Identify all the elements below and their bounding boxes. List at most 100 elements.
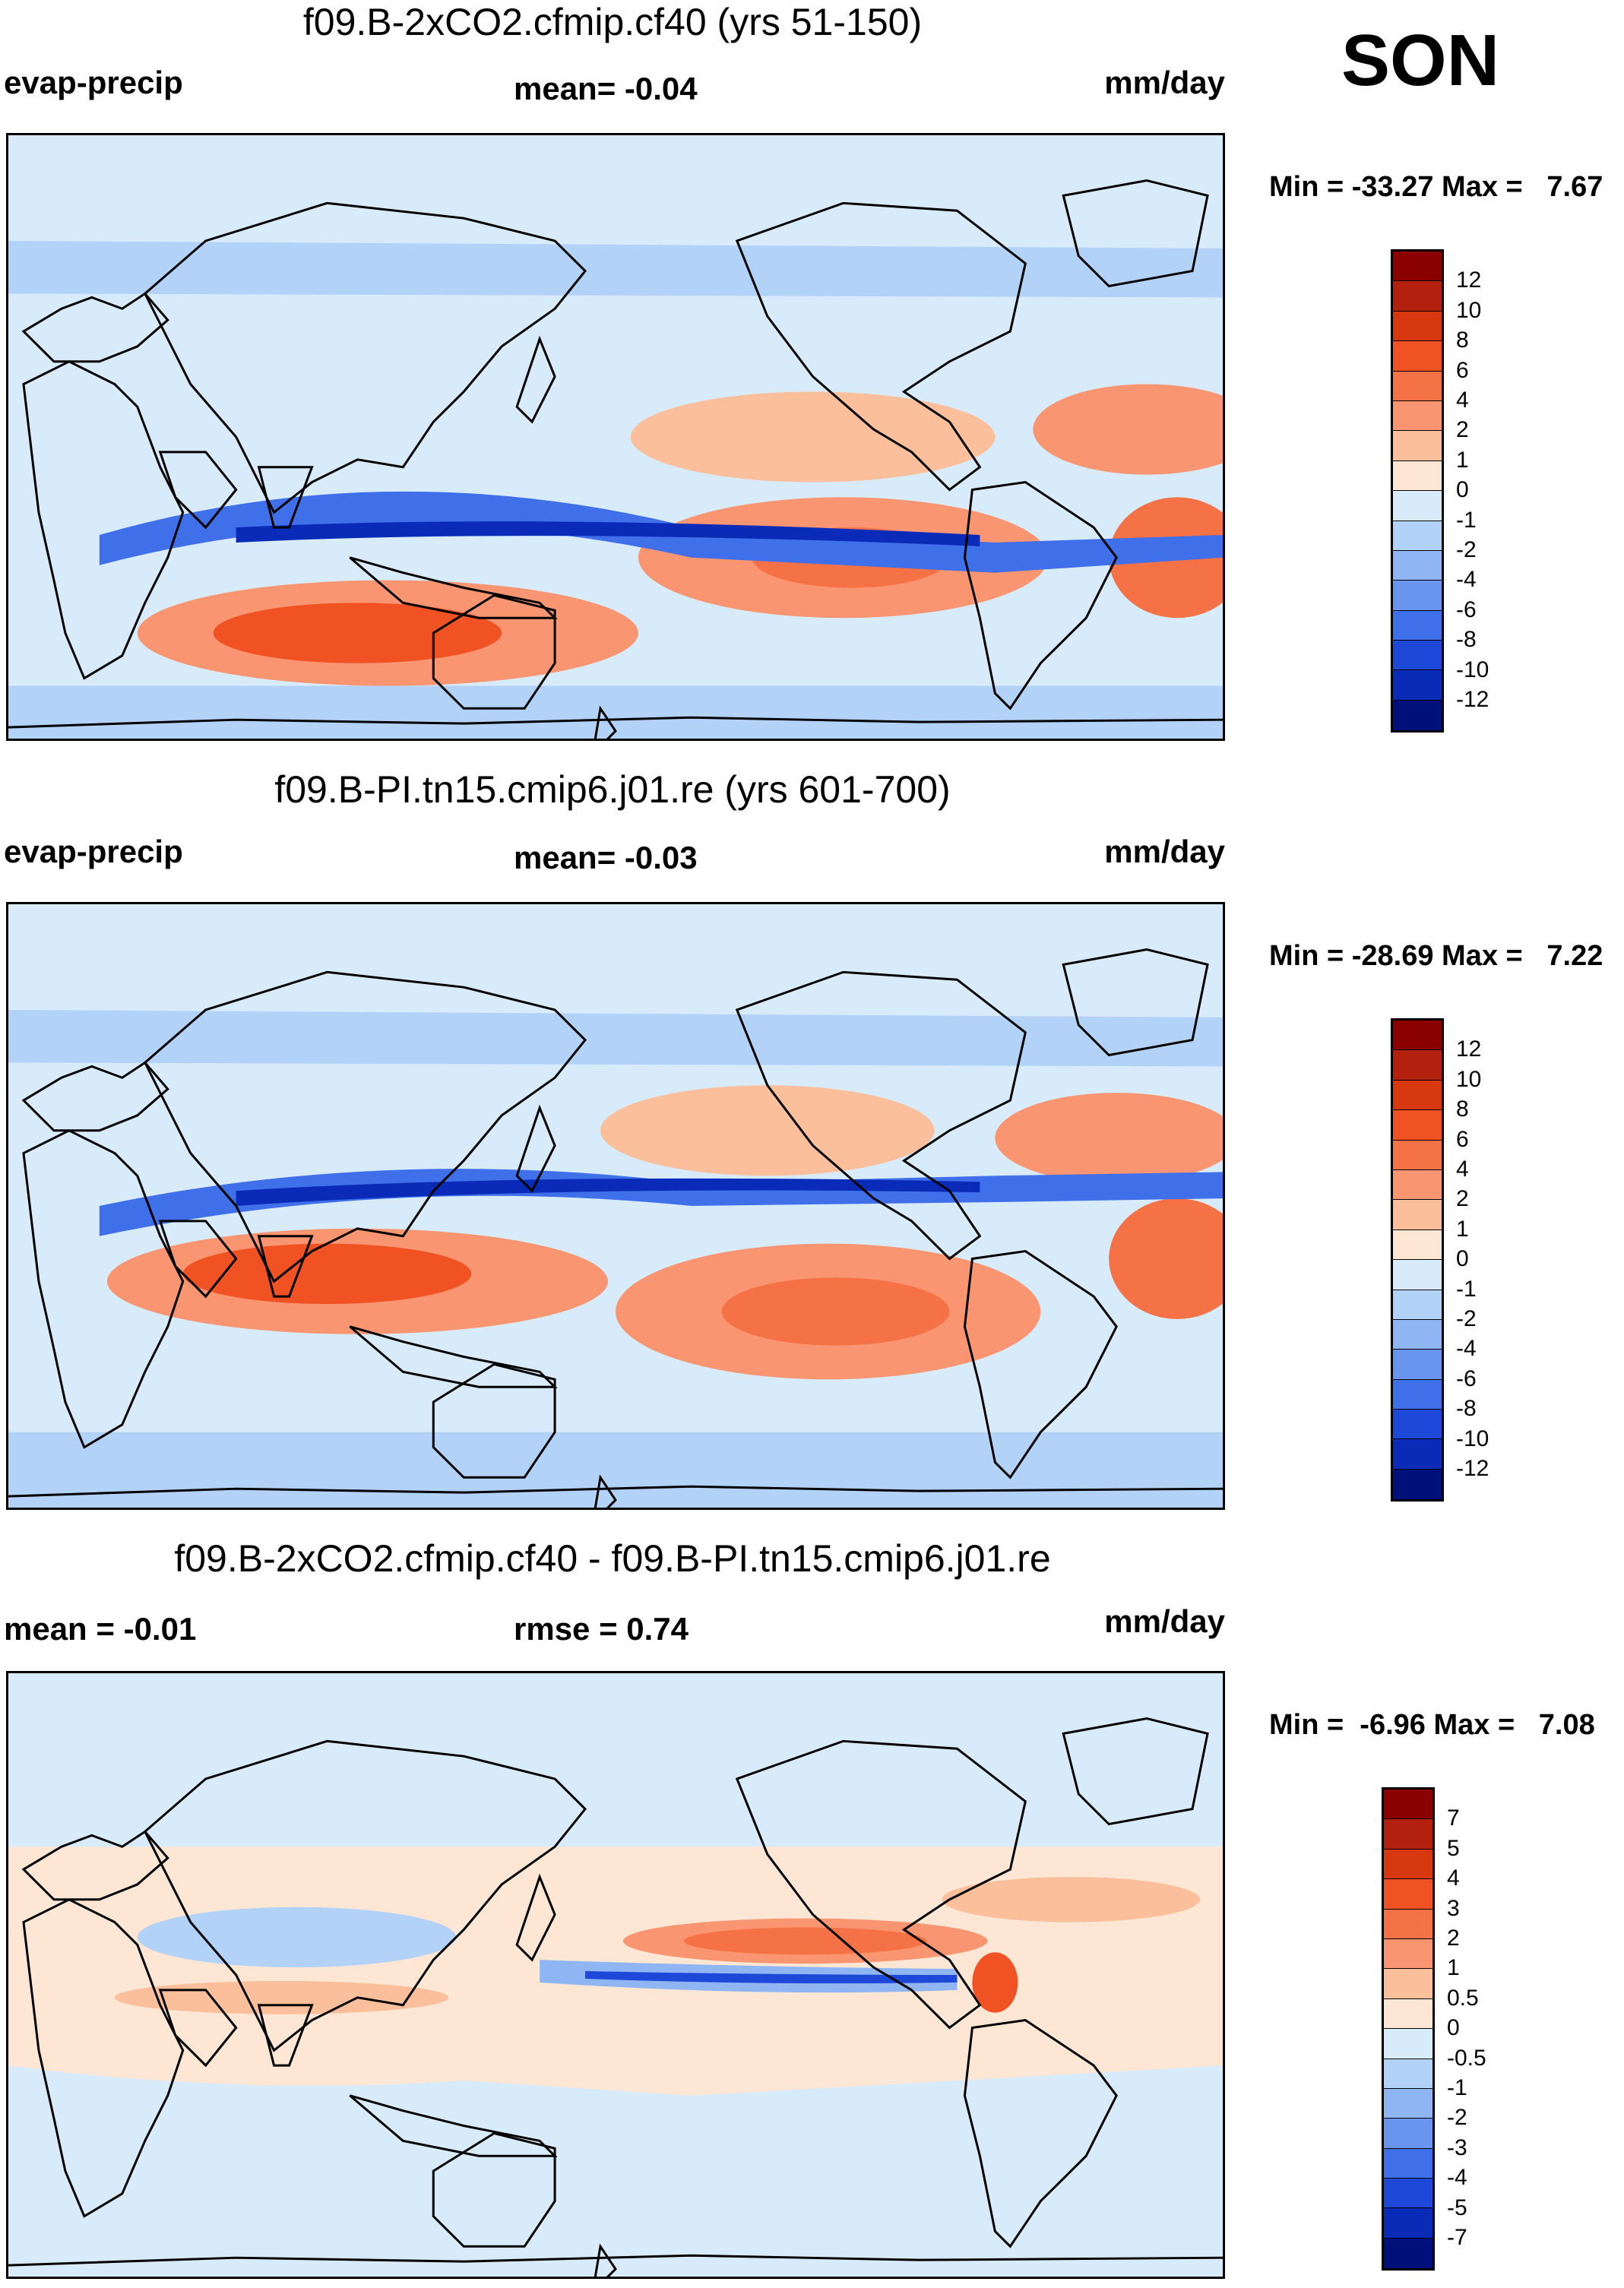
panel3-colorbar — [1382, 1787, 1435, 2271]
colorbar-tick-label: -6 — [1456, 597, 1477, 622]
panel1-min-max: Min = -33.27 Max = 7.67 — [1269, 171, 1603, 203]
colorbar-tick-label: 2 — [1456, 1186, 1469, 1212]
colorbar-swatch — [1384, 1998, 1432, 2030]
colorbar-swatch — [1393, 252, 1442, 282]
colorbar-tick-label: -12 — [1456, 687, 1489, 712]
colorbar-tick-label: 5 — [1447, 1835, 1460, 1861]
colorbar-tick-label: -2 — [1447, 2105, 1467, 2131]
panel2-mean-label: mean= -0.03 — [514, 840, 698, 875]
colorbar-swatch — [1393, 521, 1442, 551]
colorbar-tick-label: 10 — [1456, 1066, 1482, 1092]
panel2-colorbar — [1391, 1018, 1444, 1502]
colorbar-tick-label: 1 — [1456, 1216, 1469, 1242]
colorbar-swatch — [1393, 1379, 1442, 1410]
colorbar-swatch — [1393, 1140, 1442, 1170]
colorbar-swatch — [1393, 1410, 1442, 1440]
panel2-map — [6, 902, 1225, 1510]
colorbar-swatch — [1393, 371, 1442, 401]
colorbar-swatch — [1393, 1260, 1442, 1290]
panel1-map — [6, 133, 1225, 741]
colorbar-tick-label: 4 — [1456, 1157, 1469, 1182]
colorbar-tick-label: 12 — [1456, 267, 1482, 293]
panel2-variable-label: evap-precip — [4, 834, 183, 869]
colorbar-swatch — [1393, 341, 1442, 372]
panel3-units-label: mm/day — [1104, 1603, 1225, 1639]
colorbar-tick-label: 6 — [1456, 1126, 1469, 1152]
colorbar-tick-label: -8 — [1456, 627, 1477, 653]
colorbar-swatch — [1393, 1350, 1442, 1380]
colorbar-tick-label: -6 — [1456, 1366, 1477, 1391]
colorbar-tick-label: -4 — [1456, 1336, 1477, 1362]
colorbar-swatch — [1393, 400, 1442, 432]
colorbar-swatch — [1393, 1080, 1442, 1111]
colorbar-tick-label: -1 — [1456, 1276, 1477, 1302]
colorbar-tick-label: 0 — [1456, 1246, 1469, 1272]
colorbar-swatch — [1393, 1050, 1442, 1081]
colorbar-tick-label: -10 — [1456, 1426, 1489, 1451]
colorbar-swatch — [1393, 1439, 1442, 1470]
colorbar-swatch — [1384, 1909, 1432, 1939]
colorbar-tick-label: -4 — [1456, 567, 1477, 593]
panel3-map — [6, 1671, 1225, 2279]
colorbar-swatch — [1393, 311, 1442, 342]
colorbar-tick-label: 1 — [1456, 447, 1469, 473]
colorbar-swatch — [1393, 610, 1442, 641]
panel3-rmse-label: rmse = 0.74 — [514, 1611, 689, 1647]
panel3-mean-label: mean = -0.01 — [4, 1611, 197, 1647]
colorbar-swatch — [1393, 1110, 1442, 1141]
colorbar-swatch — [1384, 2148, 1432, 2179]
colorbar-swatch — [1393, 670, 1442, 701]
colorbar-swatch — [1393, 1469, 1442, 1500]
panel1-colorbar — [1391, 249, 1444, 733]
colorbar-tick-label: 2 — [1456, 417, 1469, 443]
colorbar-tick-label: -4 — [1447, 2165, 1467, 2191]
colorbar-tick-label: -5 — [1447, 2195, 1467, 2220]
colorbar-swatch — [1393, 491, 1442, 521]
colorbar-swatch — [1384, 1790, 1432, 1820]
panel1-units-label: mm/day — [1104, 65, 1225, 100]
colorbar-tick-label: -2 — [1456, 1306, 1477, 1331]
colorbar-tick-label: 8 — [1456, 1097, 1469, 1122]
panel2-min-max: Min = -28.69 Max = 7.22 — [1269, 940, 1603, 972]
colorbar-tick-label: -8 — [1456, 1396, 1477, 1422]
colorbar-tick-label: 7 — [1447, 1805, 1460, 1831]
colorbar-tick-label: 2 — [1447, 1926, 1460, 1951]
colorbar-swatch — [1384, 2119, 1432, 2149]
colorbar-tick-label: -1 — [1447, 2075, 1467, 2100]
colorbar-swatch — [1393, 460, 1442, 492]
colorbar-swatch — [1393, 281, 1442, 312]
panel3-title: f09.B-2xCO2.cfmip.cf40 - f09.B-PI.tn15.c… — [174, 1537, 1051, 1580]
colorbar-tick-label: 0.5 — [1447, 1985, 1479, 2011]
colorbar-swatch — [1393, 581, 1442, 611]
colorbar-tick-label: -12 — [1456, 1456, 1489, 1481]
colorbar-swatch — [1384, 1879, 1432, 1910]
colorbar-swatch — [1393, 1229, 1442, 1261]
colorbar-swatch — [1384, 1819, 1432, 1850]
panel3-min-max: Min = -6.96 Max = 7.08 — [1269, 1709, 1595, 1741]
colorbar-swatch — [1384, 1969, 1432, 1999]
colorbar-tick-label: 1 — [1447, 1955, 1460, 1981]
colorbar-tick-label: 8 — [1456, 328, 1469, 353]
colorbar-swatch — [1393, 431, 1442, 461]
colorbar-swatch — [1393, 550, 1442, 581]
colorbar-swatch — [1384, 2029, 1432, 2059]
colorbar-swatch — [1393, 1200, 1442, 1230]
colorbar-tick-label: -3 — [1447, 2135, 1467, 2160]
colorbar-swatch — [1393, 1169, 1442, 1201]
colorbar-tick-label: 10 — [1456, 297, 1482, 323]
colorbar-tick-label: -1 — [1456, 507, 1477, 533]
colorbar-swatch — [1393, 700, 1442, 731]
colorbar-tick-label: 3 — [1447, 1895, 1460, 1921]
colorbar-swatch — [1384, 2238, 1432, 2269]
season-label: SON — [1341, 20, 1500, 101]
colorbar-tick-label: 12 — [1456, 1036, 1482, 1062]
colorbar-swatch — [1384, 1938, 1432, 1970]
colorbar-tick-label: 4 — [1447, 1866, 1460, 1891]
colorbar-tick-label: -10 — [1456, 657, 1489, 682]
colorbar-tick-label: -7 — [1447, 2225, 1467, 2250]
colorbar-swatch — [1393, 641, 1442, 671]
colorbar-swatch — [1384, 2059, 1432, 2089]
panel2-units-label: mm/day — [1104, 834, 1225, 869]
panel1-title: f09.B-2xCO2.cfmip.cf40 (yrs 51-150) — [302, 1, 923, 43]
colorbar-swatch — [1384, 2208, 1432, 2239]
